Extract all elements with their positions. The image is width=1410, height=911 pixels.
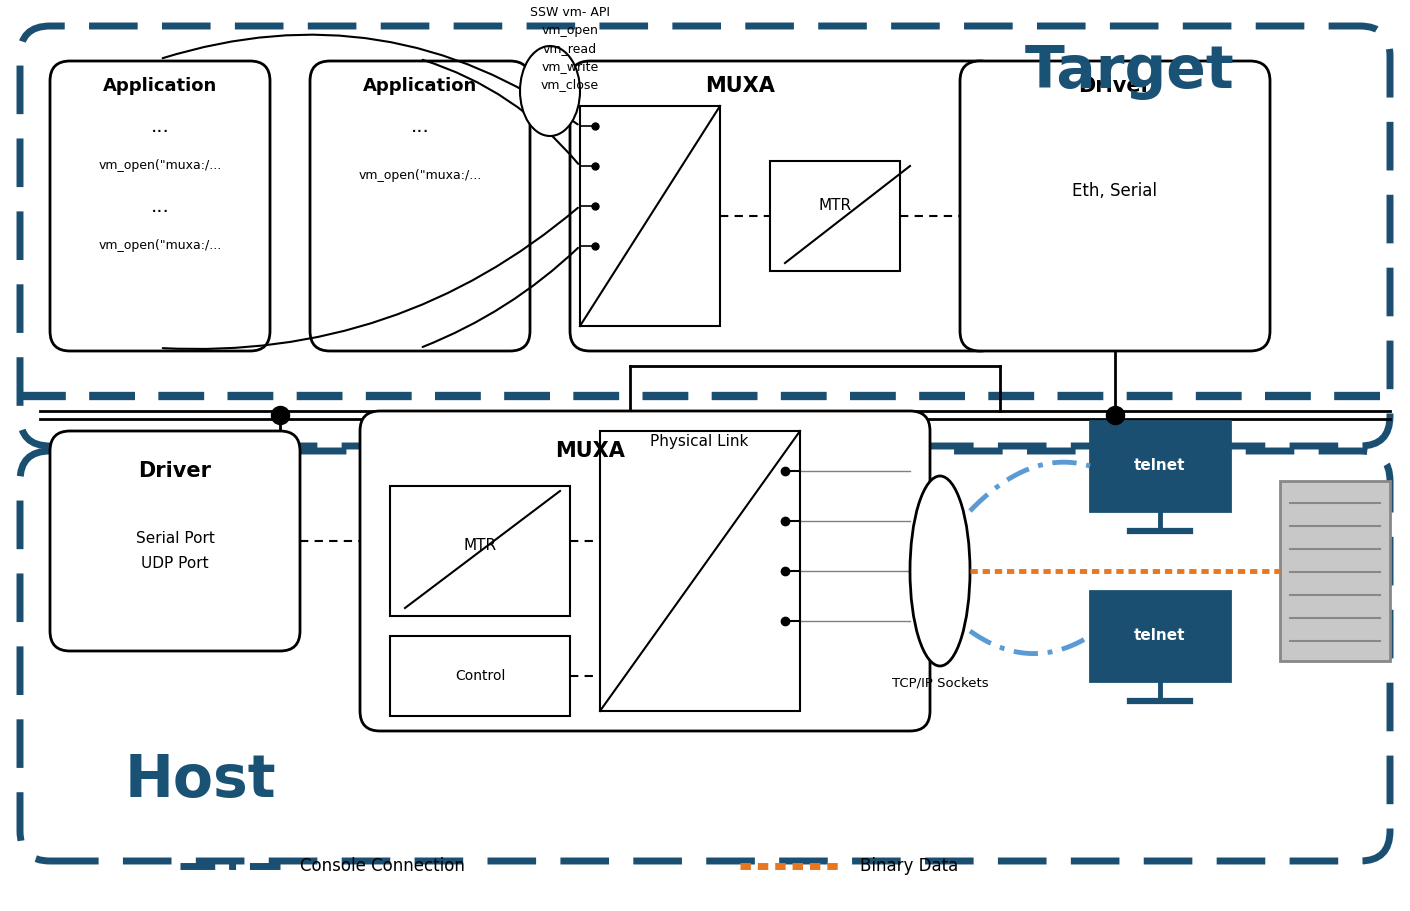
Text: Target: Target (1025, 43, 1235, 99)
Text: ...: ... (151, 197, 169, 216)
Bar (770, 161, 900, 271)
Text: Serial Port
UDP Port: Serial Port UDP Port (135, 531, 214, 571)
Text: Driver: Driver (1079, 76, 1152, 96)
Text: vm_open("muxa:/...: vm_open("muxa:/... (358, 169, 482, 182)
FancyBboxPatch shape (49, 431, 300, 651)
Text: Application: Application (103, 77, 217, 95)
Text: ...: ... (151, 117, 169, 136)
Text: TCP/IP Sockets: TCP/IP Sockets (891, 676, 988, 689)
Text: Driver: Driver (138, 461, 212, 481)
FancyBboxPatch shape (49, 61, 269, 351)
Bar (1280, 481, 1390, 661)
Text: Eth, Serial: Eth, Serial (1073, 182, 1158, 200)
Text: MUXA: MUXA (705, 76, 776, 96)
Text: vm_open("muxa:/...: vm_open("muxa:/... (99, 240, 221, 252)
Text: telnet: telnet (1134, 629, 1186, 643)
Text: Physical Link: Physical Link (650, 434, 749, 449)
Text: MTR: MTR (464, 538, 496, 554)
Text: Console Connection: Console Connection (300, 857, 465, 875)
FancyBboxPatch shape (960, 61, 1270, 351)
Text: MUXA: MUXA (556, 441, 625, 461)
FancyBboxPatch shape (570, 61, 1000, 351)
Text: MTR: MTR (818, 199, 852, 213)
Bar (601, 431, 799, 711)
Text: Binary Data: Binary Data (860, 857, 959, 875)
FancyBboxPatch shape (310, 61, 530, 351)
Bar (391, 486, 570, 616)
Text: SSW vm- API
vm_open
vm_read
vm_write
vm_close: SSW vm- API vm_open vm_read vm_write vm_… (530, 6, 611, 91)
Bar (1090, 421, 1230, 511)
Text: vm_open("muxa:/...: vm_open("muxa:/... (99, 159, 221, 172)
Text: ...: ... (410, 117, 430, 136)
Text: Host: Host (124, 752, 276, 810)
Text: Control: Control (455, 669, 505, 683)
Text: telnet: telnet (1134, 458, 1186, 474)
Bar (1090, 591, 1230, 681)
Ellipse shape (909, 476, 970, 666)
Bar (580, 106, 721, 326)
Text: Application: Application (362, 77, 477, 95)
Ellipse shape (520, 46, 580, 136)
Bar (391, 636, 570, 716)
FancyBboxPatch shape (360, 411, 931, 731)
